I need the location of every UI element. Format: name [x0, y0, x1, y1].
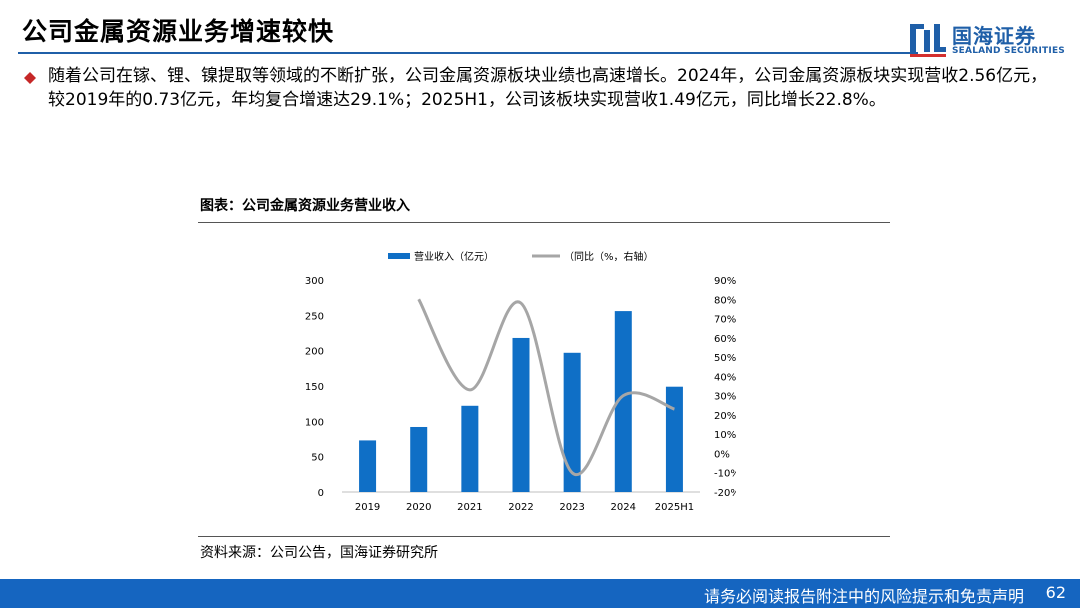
y-right-tick-label: -20%	[714, 488, 736, 499]
chart-caption: 图表：公司金属资源业务营业收入	[200, 198, 410, 214]
y-left-tick-label: 300	[305, 276, 324, 287]
bar-2023	[563, 352, 581, 492]
source-note: 资料来源：公司公告，国海证券研究所	[200, 545, 438, 561]
logo-chinese-name: 国海证券	[952, 24, 1036, 48]
bar-2022	[512, 337, 530, 492]
y-left-tick-label: 200	[305, 347, 324, 358]
x-tick-label: 2023	[559, 502, 584, 513]
x-tick-label: 2021	[457, 502, 482, 513]
source-divider	[198, 536, 890, 537]
page-title: 公司金属资源业务增速较快	[22, 17, 335, 46]
y-right-tick-label: 80%	[714, 295, 736, 306]
logo-english-name: SEALAND SECURITIES	[952, 46, 1065, 56]
x-tick-label: 2024	[611, 502, 636, 513]
legend-bar-label: 营业收入（亿元）	[414, 250, 494, 263]
y-left-tick-label: 50	[311, 453, 324, 464]
y-right-tick-label: 60%	[714, 334, 736, 345]
summary-paragraph: 随着公司在镓、锂、镍提取等领域的不断扩张，公司金属资源板块业绩也高速增长。202…	[48, 66, 1048, 110]
y-right-tick-label: 90%	[714, 276, 736, 287]
y-right-tick-label: 10%	[714, 430, 736, 441]
legend-bar-swatch	[388, 253, 410, 259]
caption-divider	[198, 222, 890, 223]
revenue-chart: 0 50 100 150 200 250 300 -20% -10% 0% 10% 20% 30% 40%…	[305, 250, 736, 513]
x-tick-label: 2025H1	[655, 502, 694, 513]
title-divider	[18, 52, 918, 54]
page-number: 62	[1045, 583, 1066, 602]
y-right-tick-label: 50%	[714, 353, 736, 364]
sealand-logo-icon	[910, 24, 946, 57]
bar-2021	[461, 405, 479, 492]
y-right-tick-label: 20%	[714, 411, 736, 422]
footer-disclaimer: 请务必阅读报告附注中的风险提示和免责声明	[703, 587, 1024, 606]
y-left-tick-label: 150	[305, 382, 324, 393]
diamond-bullet-icon	[24, 72, 36, 84]
y-left-tick-label: 250	[305, 311, 324, 322]
y-right-tick-label: 0%	[714, 449, 730, 460]
bar-2020	[410, 426, 428, 492]
bar-2019	[359, 440, 377, 492]
y-right-tick-label: 40%	[714, 372, 736, 383]
y-right-tick-label: 70%	[714, 315, 736, 326]
y-right-tick-label: 30%	[714, 392, 736, 403]
x-tick-label: 2020	[406, 502, 431, 513]
y-left-tick-label: 0	[318, 488, 324, 499]
bar-2024	[614, 311, 632, 492]
yoy-growth-line	[417, 298, 675, 477]
x-tick-label: 2022	[508, 502, 533, 513]
y-right-tick-label: -10%	[714, 469, 736, 480]
x-tick-label: 2019	[355, 502, 380, 513]
legend-line-label: （同比（%，右轴）	[564, 250, 654, 263]
footer-bar	[0, 579, 1080, 608]
y-left-tick-label: 100	[305, 417, 324, 428]
bar-2025H1	[665, 386, 683, 492]
brand-logo: 国海证券 SEALAND SECURITIES	[908, 18, 1068, 62]
